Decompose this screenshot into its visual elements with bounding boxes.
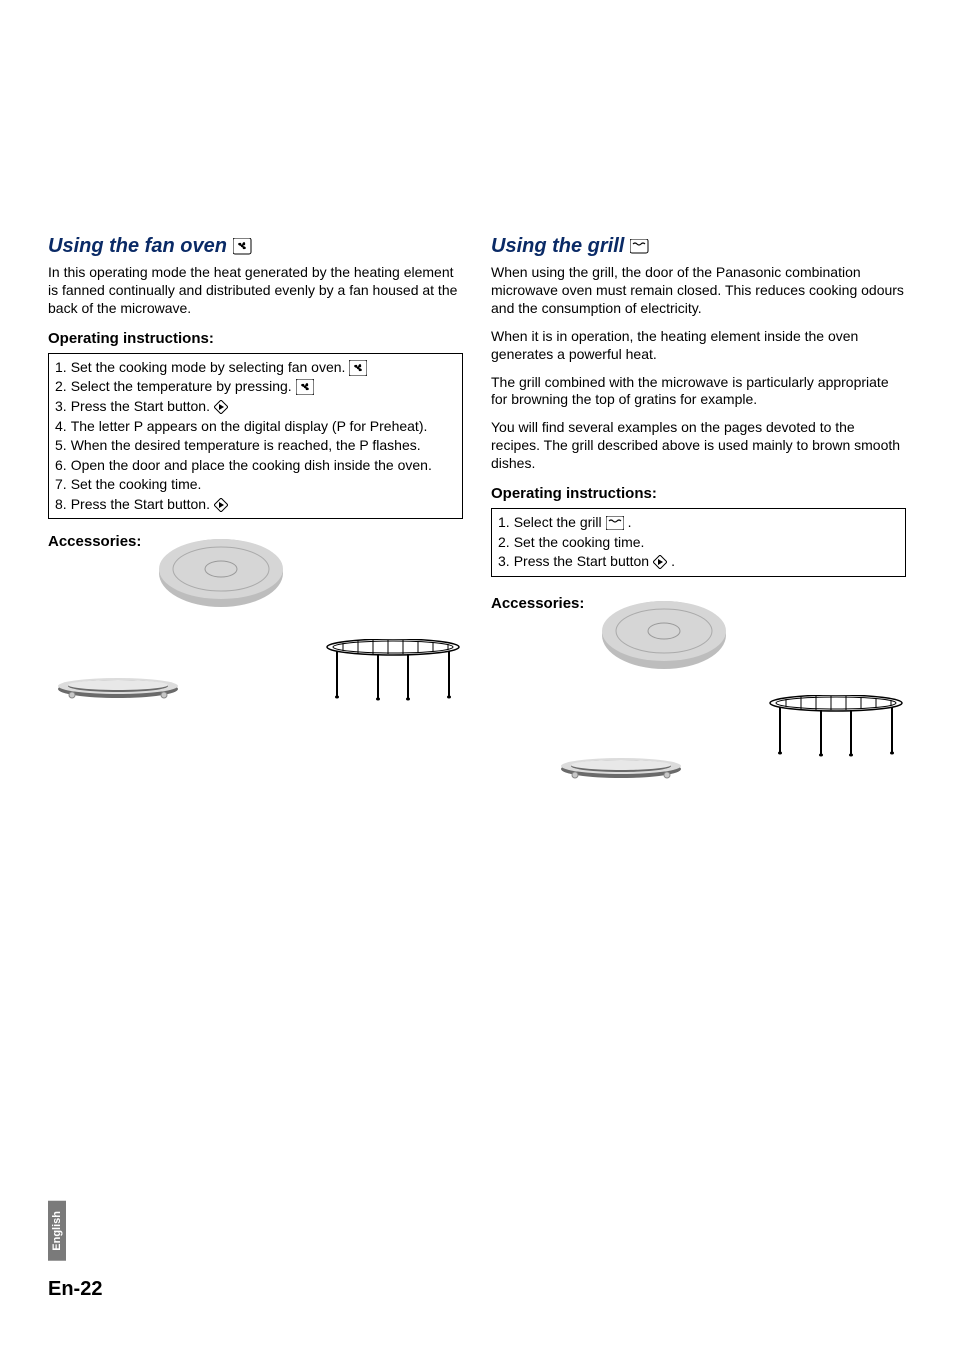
grill-para-4: You will find several examples on the pa…	[491, 419, 906, 473]
wire-rack-image	[766, 695, 906, 759]
roller-ring-image	[551, 753, 691, 783]
fan-oven-title-text: Using the fan oven	[48, 235, 227, 258]
language-tab: English	[48, 1201, 66, 1261]
turntable-image	[594, 595, 734, 675]
right-column: Using the grill When using the grill, th…	[491, 235, 906, 783]
fan-instructions-box: 1. Set the cooking mode by selecting fan…	[48, 353, 463, 520]
instruction-step: 2. Set the cooking time.	[498, 533, 899, 553]
fan-icon	[233, 238, 255, 256]
instruction-step: 2. Select the temperature by pressing.	[55, 377, 456, 397]
instruction-step: 7. Set the cooking time.	[55, 475, 456, 495]
grill-instructions-box: 1. Select the grill .2. Set the cooking …	[491, 508, 906, 577]
grill-title-text: Using the grill	[491, 235, 624, 258]
grill-accessory-images	[491, 695, 906, 759]
fan-oven-intro: In this operating mode the heat generate…	[48, 264, 463, 318]
grill-para-1: When using the grill, the door of the Pa…	[491, 264, 906, 318]
grill-para-3: The grill combined with the microwave is…	[491, 374, 906, 410]
instruction-step: 8. Press the Start button.	[55, 495, 456, 515]
grill-para-2: When it is in operation, the heating ele…	[491, 328, 906, 364]
instruction-step: 1. Set the cooking mode by selecting fan…	[55, 358, 456, 378]
instruction-step: 1. Select the grill .	[498, 513, 899, 533]
two-column-layout: Using the fan oven In this operating mod…	[48, 235, 906, 783]
accessories-label: Accessories:	[48, 533, 141, 550]
fan-oven-heading: Using the fan oven	[48, 235, 463, 258]
accessories-label: Accessories:	[491, 595, 584, 612]
wire-rack-image	[323, 639, 463, 703]
instruction-step: 5. When the desired temperature is reach…	[55, 436, 456, 456]
turntable-image	[151, 533, 291, 613]
left-column: Using the fan oven In this operating mod…	[48, 235, 463, 783]
grill-icon	[630, 239, 652, 255]
grill-accessories-row: Accessories:	[491, 595, 906, 675]
fan-instructions-heading: Operating instructions:	[48, 330, 463, 347]
instruction-step: 6. Open the door and place the cooking d…	[55, 456, 456, 476]
page-number: En-22	[48, 1278, 102, 1301]
grill-instructions-heading: Operating instructions:	[491, 485, 906, 502]
instruction-step: 4. The letter P appears on the digital d…	[55, 417, 456, 437]
instruction-step: 3. Press the Start button.	[55, 397, 456, 417]
roller-ring-image	[48, 673, 188, 703]
instruction-step: 3. Press the Start button .	[498, 552, 899, 572]
fan-accessory-images	[48, 639, 463, 703]
grill-heading: Using the grill	[491, 235, 906, 258]
page-content: Using the fan oven In this operating mod…	[48, 235, 906, 783]
fan-accessories-row: Accessories:	[48, 533, 463, 613]
